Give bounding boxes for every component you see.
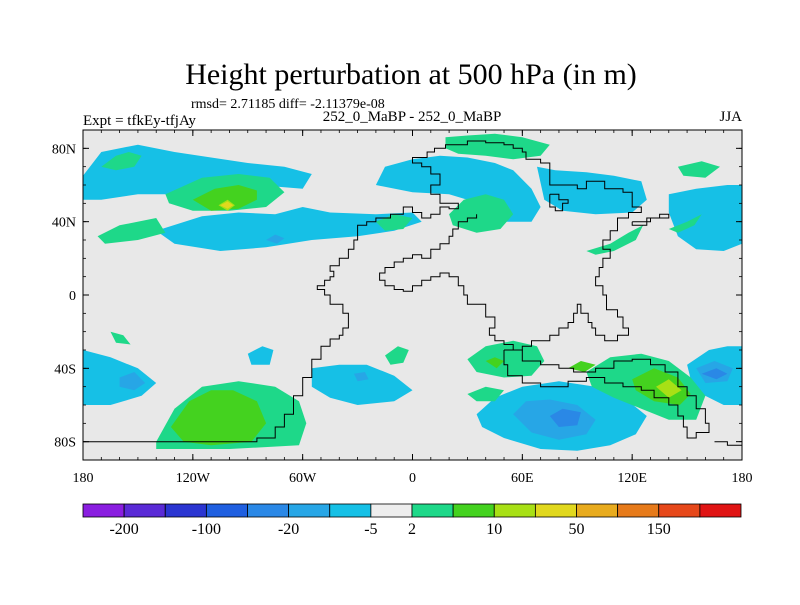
colorbar-label-4: 2 [408, 521, 416, 538]
coastline-4 [549, 193, 569, 212]
contour-region-12 [97, 218, 166, 244]
colorbar-box-11 [534, 503, 577, 518]
contour-region-22 [467, 340, 545, 378]
colorbar-box-2 [164, 503, 207, 518]
colorbar-label-0: -200 [109, 521, 138, 538]
contour-region-17 [668, 214, 702, 233]
colorbar-box-1 [123, 503, 166, 518]
contour-region-16 [586, 225, 644, 255]
x-tick-label-0: 180 [73, 471, 94, 486]
contour-region-1 [156, 207, 422, 251]
contour-region-7 [311, 364, 413, 405]
y-tick-label-3: 40S [54, 362, 76, 377]
contour-region-21 [385, 346, 409, 365]
colorbar-label-1: -100 [192, 521, 221, 538]
contour-region-0 [83, 144, 312, 200]
colorbar-box-15 [699, 503, 742, 518]
contour-region-27 [485, 357, 504, 369]
x-tick-label-1: 120W [176, 471, 211, 486]
contour-region-19 [110, 331, 131, 345]
colorbar-box-4 [247, 503, 290, 518]
colorbar-box-5 [288, 503, 331, 518]
x-tick-label-3: 0 [409, 471, 416, 486]
contour-region-37 [353, 372, 369, 382]
colorbar-box-12 [576, 503, 619, 518]
colorbar-box-6 [329, 503, 372, 518]
colorbar-label-7: 150 [647, 521, 671, 538]
contour-region-31 [656, 379, 682, 398]
colorbar-box-14 [658, 503, 701, 518]
colorbar-label-3: -5 [364, 521, 377, 538]
case-label: 252_0_MaBP - 252_0_MaBP [323, 109, 502, 125]
x-tick-label-6: 180 [732, 471, 753, 486]
coastline-0 [83, 140, 642, 443]
coastline-3 [631, 213, 670, 226]
contour-region-10 [101, 152, 142, 171]
stats-label: rmsd= 2.71185 diff= -2.11379e-08 [191, 97, 385, 112]
y-tick-label-2: 0 [69, 289, 76, 304]
contour-region-4 [668, 185, 742, 251]
x-tick-label-4: 60E [511, 471, 534, 486]
chart-title: Height perturbation at 500 hPa (in m) [185, 58, 637, 91]
contour-region-15 [445, 133, 550, 160]
contour-region-39 [701, 368, 728, 380]
colorbar-label-6: 50 [569, 521, 585, 538]
contour-region-18 [677, 161, 720, 178]
colorbar-box-10 [493, 503, 536, 518]
x-tick-label-2: 60W [289, 471, 317, 486]
coastline-2 [714, 441, 742, 446]
colorbar-label-2: -20 [278, 521, 299, 538]
coastline-1 [503, 349, 710, 439]
contour-region-14 [449, 194, 514, 233]
contour-region-29 [568, 361, 596, 372]
contour-region-6 [247, 346, 274, 365]
colorbar-box-0 [82, 503, 125, 518]
colorbar-box-3 [205, 503, 248, 518]
season-label: JJA [719, 109, 742, 125]
contour-fills [83, 133, 742, 451]
y-tick-label-1: 40N [52, 216, 76, 231]
colorbar-box-7 [370, 503, 413, 518]
x-axis: 180 120W 60W 0 60E 120E 180 [73, 130, 753, 486]
contour-region-3 [537, 166, 647, 215]
y-tick-label-4: 80S [54, 436, 76, 451]
colorbar-box-9 [452, 503, 495, 518]
coastlines [83, 140, 742, 446]
y-axis: 80N 40N 0 40S 80S [52, 142, 742, 451]
colorbar-label-5: 10 [486, 521, 502, 538]
contour-region-38 [549, 408, 581, 427]
colorbar: -200 -100 -20 -5 2 10 50 150 [82, 503, 742, 538]
contour-region-24 [467, 386, 504, 402]
contour-region-26 [170, 390, 267, 446]
colorbar-box-8 [411, 503, 454, 518]
y-tick-label-0: 80N [52, 142, 76, 157]
contour-region-25 [192, 185, 257, 211]
contour-region-32 [220, 201, 234, 209]
contour-region-34 [266, 234, 285, 244]
x-tick-label-5: 120E [617, 471, 647, 486]
contour-region-35 [119, 372, 146, 391]
experiment-label: Expt = tfkEy-tfjAy [83, 113, 196, 129]
colorbar-box-13 [617, 503, 660, 518]
